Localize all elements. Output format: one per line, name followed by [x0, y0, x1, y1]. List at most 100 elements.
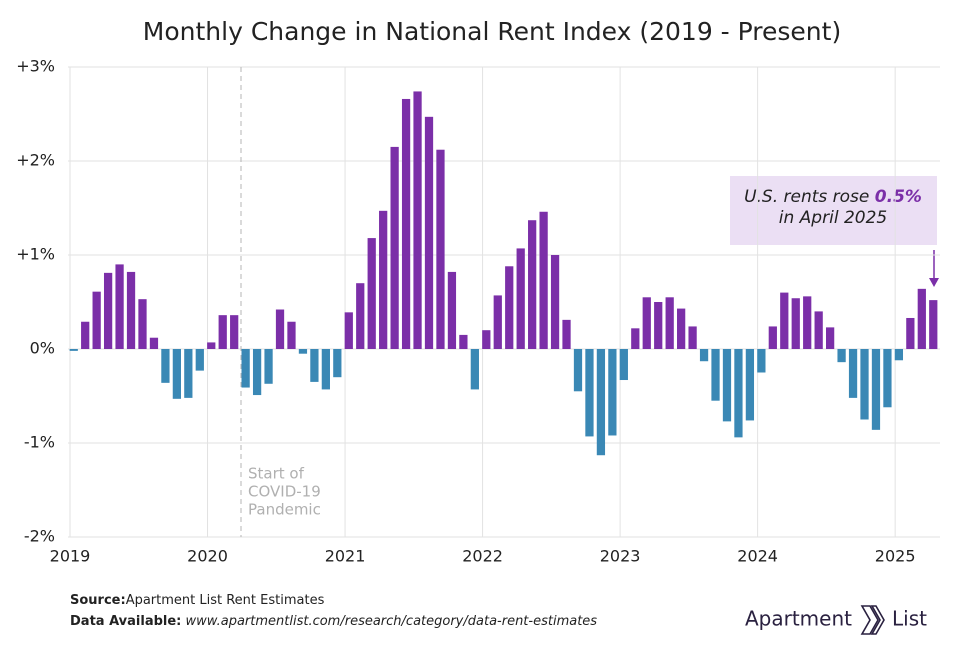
bar — [493, 295, 502, 349]
bar — [379, 210, 388, 349]
bar — [103, 272, 113, 349]
bar — [390, 146, 399, 349]
logo-icon — [860, 605, 885, 635]
data-available: Data Available: www.apartmentlist.com/re… — [70, 614, 597, 629]
bar — [516, 248, 525, 349]
bar — [69, 349, 78, 351]
callout-highlight: 0.5% — [875, 187, 922, 207]
bar — [677, 308, 686, 349]
callout-text: U.S. rents rose — [744, 187, 869, 207]
bar — [310, 349, 319, 382]
y-tick-label: +2% — [16, 151, 55, 170]
bar — [608, 349, 617, 436]
bar — [917, 288, 926, 349]
callout-line-2: in April 2025 — [779, 208, 887, 228]
data-url: www.apartmentlist.com/research/category/… — [186, 614, 598, 629]
bar — [505, 266, 514, 349]
bar — [218, 315, 227, 349]
bar — [883, 349, 892, 408]
bar — [298, 349, 308, 354]
bar — [791, 298, 800, 349]
bar — [333, 349, 342, 378]
event-note: Pandemic — [248, 501, 321, 519]
bar — [814, 311, 823, 349]
bar — [447, 271, 457, 349]
bar — [539, 211, 548, 349]
bar — [470, 349, 479, 390]
y-tick-label: 0% — [30, 339, 55, 358]
bar — [848, 349, 858, 398]
bar — [573, 349, 583, 392]
bar — [688, 326, 697, 349]
event-note: COVID-19 — [248, 483, 321, 501]
source-text: Apartment List Rent Estimates — [126, 593, 325, 608]
bar — [195, 349, 204, 371]
bar — [264, 349, 273, 384]
bar — [287, 321, 296, 349]
bar — [745, 349, 755, 421]
x-tick-label: 2019 — [50, 547, 91, 566]
bar — [528, 220, 537, 349]
x-tick-label: 2023 — [600, 547, 641, 566]
bar — [482, 330, 491, 349]
callout-box — [730, 176, 937, 245]
bar — [413, 91, 422, 349]
bar — [665, 297, 674, 349]
bar — [184, 349, 193, 398]
bar — [619, 349, 628, 381]
y-tick-label: +3% — [16, 57, 55, 76]
bar — [356, 283, 365, 349]
logo-word: List — [892, 607, 927, 631]
bar — [459, 334, 468, 349]
bar — [149, 337, 159, 349]
bar — [642, 297, 651, 349]
x-tick-label: 2024 — [737, 547, 778, 566]
x-tick-label: 2025 — [875, 547, 916, 566]
chart-title: Monthly Change in National Rent Index (2… — [143, 17, 841, 46]
bar — [424, 116, 434, 349]
bar — [734, 349, 743, 438]
bar — [722, 349, 732, 422]
bar — [321, 349, 330, 390]
bar — [230, 315, 239, 349]
x-tick-label: 2020 — [187, 547, 228, 566]
bar — [115, 264, 124, 349]
y-tick-label: -2% — [24, 527, 55, 546]
bar — [929, 300, 938, 349]
bar — [252, 349, 262, 396]
bar — [81, 321, 90, 349]
bar — [803, 296, 812, 349]
source-label: Source: — [70, 593, 126, 608]
bar — [757, 349, 766, 373]
bar — [172, 349, 182, 399]
bar — [699, 349, 709, 362]
bar — [768, 326, 777, 349]
logo-word: Apartment — [745, 607, 852, 631]
event-note: Start of — [248, 465, 305, 483]
x-tick-label: 2022 — [462, 547, 503, 566]
bar — [906, 317, 915, 349]
bar — [401, 98, 411, 350]
bar — [241, 349, 250, 388]
bar — [126, 271, 136, 349]
bar — [894, 349, 904, 361]
y-tick-label: -1% — [24, 433, 55, 452]
bar — [562, 319, 571, 349]
bar — [585, 349, 594, 437]
y-tick-label: +1% — [16, 245, 55, 264]
bar — [138, 299, 147, 349]
callout-arrowhead — [929, 278, 939, 287]
bar — [837, 349, 846, 363]
bar — [344, 312, 353, 349]
bar — [654, 302, 663, 349]
bar — [596, 349, 606, 456]
bar — [550, 255, 560, 349]
bar — [436, 149, 445, 349]
callout-line-1: U.S. rents rose 0.5% — [744, 187, 922, 207]
bar — [367, 238, 376, 349]
bar — [860, 349, 869, 420]
bar — [631, 328, 640, 349]
bar — [207, 342, 216, 349]
